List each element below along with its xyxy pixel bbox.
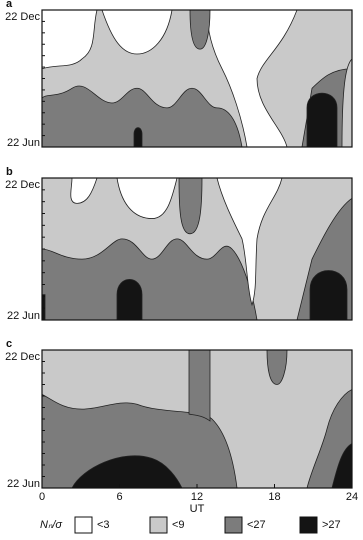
y-label: 22 Jun (7, 310, 40, 322)
legend-swatch (74, 516, 93, 534)
legend-label: >27 (322, 519, 341, 531)
contour-region (306, 92, 338, 148)
y-label: 22 Jun (7, 137, 40, 149)
contour-region (101, 9, 173, 55)
panel (41, 177, 353, 321)
x-tick-label: 18 (268, 491, 280, 503)
legend-label: <27 (247, 519, 266, 531)
panel-label: a (6, 0, 13, 10)
legend-title: Nₙ/σ (40, 519, 62, 531)
x-tick-label: 12 (191, 491, 203, 503)
y-label: 22 Dec (5, 351, 40, 363)
panel-label: b (6, 166, 13, 178)
y-label: 22 Dec (5, 11, 40, 23)
contour-region (71, 455, 183, 489)
legend-swatch (149, 516, 168, 534)
contour-region (216, 177, 283, 307)
contour-region (133, 127, 143, 148)
contour-region (189, 9, 211, 50)
contour-region (309, 270, 348, 321)
legend-swatch (299, 516, 318, 534)
x-axis-label: UT (190, 503, 205, 515)
contour-region (266, 349, 288, 385)
x-tick-label: 6 (116, 491, 122, 503)
contour-region (178, 177, 203, 235)
contour-region (41, 177, 353, 321)
x-tick-label: 24 (346, 491, 358, 503)
panel (41, 9, 353, 148)
contour-region (70, 177, 98, 204)
legend-label: <9 (172, 519, 185, 531)
legend-swatch (224, 516, 243, 534)
y-label: 22 Dec (5, 179, 40, 191)
legend-label: <3 (97, 519, 110, 531)
contour-region (188, 349, 211, 422)
contour-region (116, 279, 143, 321)
x-tick-label: 0 (39, 491, 45, 503)
panel (41, 349, 353, 489)
contour-region (116, 177, 178, 219)
contour-region (41, 349, 353, 489)
y-label: 22 Jun (7, 478, 40, 490)
panel-label: c (6, 338, 12, 350)
contour-region (41, 9, 98, 70)
